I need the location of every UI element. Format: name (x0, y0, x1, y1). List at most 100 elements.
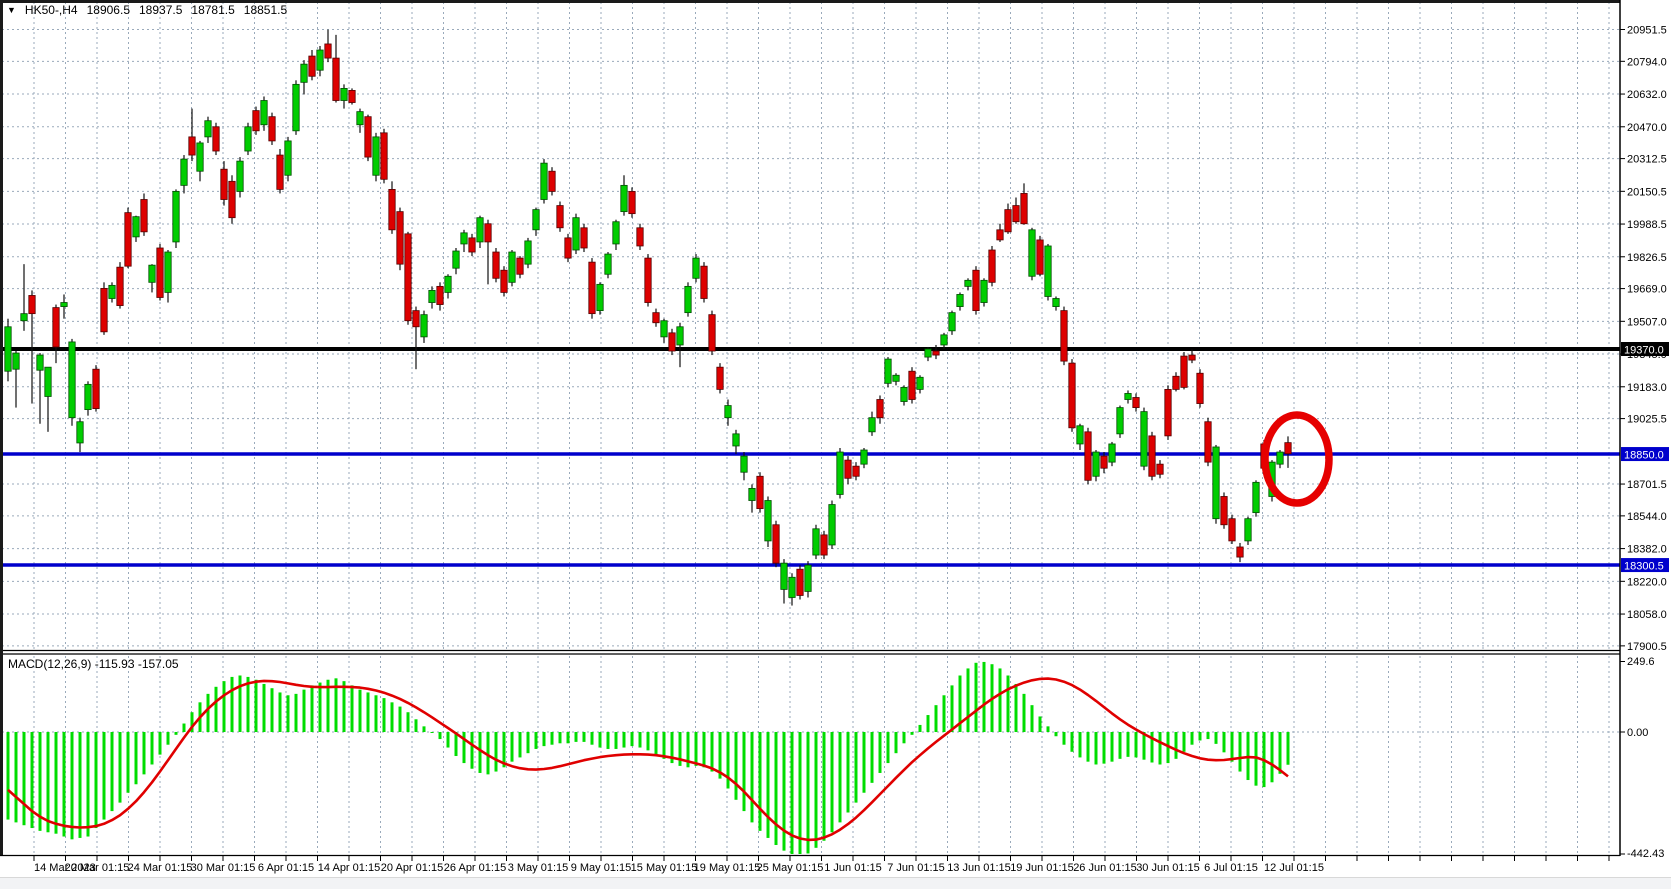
macd-histogram-bar (678, 732, 682, 766)
macd-histogram-bar (334, 678, 338, 732)
macd-histogram-bar (606, 732, 610, 749)
macd-histogram-bar (838, 732, 842, 823)
macd-histogram-bar (254, 679, 258, 732)
macd-histogram-bar (158, 732, 162, 755)
price-axis-label: 18220.0 (1627, 576, 1667, 588)
quote-open: 18906.5 (86, 3, 130, 17)
macd-histogram-bar (142, 732, 146, 775)
candle-body (316, 49, 324, 71)
macd-histogram-bar (374, 695, 378, 732)
macd-histogram-bar (1126, 732, 1130, 757)
macd-histogram-bar (742, 732, 746, 812)
macd-histogram-bar (734, 732, 738, 800)
candle-body (356, 111, 364, 126)
candle-body (620, 184, 628, 213)
candle-body (684, 285, 692, 314)
macd-histogram-bar (206, 693, 210, 732)
candle-body (1068, 362, 1076, 429)
macd-histogram-bar (670, 732, 674, 764)
candle-body (1252, 481, 1260, 514)
candle-body (124, 212, 132, 267)
candle-body (156, 247, 164, 298)
macd-axis-label: -442.43 (1627, 848, 1664, 860)
macd-histogram-bar (702, 732, 706, 768)
macd-histogram-bar (22, 732, 26, 826)
candle-body (844, 459, 852, 479)
macd-histogram-bar (1150, 732, 1154, 763)
x-axis-date-label: 15 May 01:15 (631, 862, 698, 874)
candle-body (1100, 455, 1108, 469)
macd-histogram-bar (870, 732, 874, 783)
macd-histogram-bar (478, 732, 482, 773)
macd-histogram-bar (782, 732, 786, 851)
macd-histogram-bar (470, 732, 474, 769)
macd-histogram-bar (14, 732, 18, 823)
candle-body (692, 257, 700, 279)
candle-body (1004, 209, 1012, 233)
candle-body (676, 326, 684, 346)
macd-histogram-bar (1278, 732, 1282, 774)
candle-body (1220, 496, 1228, 526)
candle-body (948, 312, 956, 332)
macd-histogram-bar (1230, 732, 1234, 762)
macd-histogram-bar (814, 732, 818, 848)
macd-histogram-bar (646, 732, 650, 751)
candle-body (4, 326, 12, 372)
macd-histogram-bar (438, 732, 442, 740)
candle-body (1284, 442, 1292, 455)
x-axis-date-label: 12 Jul 01:15 (1264, 862, 1324, 874)
price-axis-label: 19988.5 (1627, 219, 1667, 231)
macd-histogram-bar (118, 732, 122, 803)
candle-body (404, 233, 412, 322)
macd-histogram-bar (30, 732, 34, 829)
candle-body (796, 568, 804, 596)
macd-histogram-bar (942, 695, 946, 732)
macd-histogram-bar (302, 689, 306, 732)
x-axis-date-label: 24 Mar 01:15 (128, 862, 193, 874)
x-axis-date-label: 3 May 01:15 (508, 862, 569, 874)
macd-histogram-bar (6, 732, 10, 820)
price-axis-label: 19826.5 (1627, 252, 1667, 264)
candle-body (108, 284, 116, 299)
candle-body (68, 341, 76, 419)
candle-body (460, 232, 468, 245)
macd-histogram-bar (486, 732, 490, 775)
macd-histogram-bar (54, 732, 58, 834)
price-axis-label: 20470.0 (1627, 122, 1667, 134)
candle-body (836, 451, 844, 495)
candle-body (268, 116, 276, 142)
macd-histogram-bar (998, 668, 1002, 732)
annotation-circle[interactable] (1261, 411, 1333, 507)
macd-histogram-bar (462, 732, 466, 764)
price-axis-label: 19669.0 (1627, 284, 1667, 296)
macd-histogram-bar (62, 732, 66, 837)
symbol-marker-icon: ▼ (7, 4, 16, 15)
macd-histogram-bar (950, 685, 954, 732)
macd-histogram-bar (1054, 732, 1058, 737)
candle-body (1196, 372, 1204, 404)
macd-histogram-bar (934, 705, 938, 732)
candle-body (740, 455, 748, 473)
candle-body (1164, 389, 1172, 437)
macd-histogram-bar (1046, 726, 1050, 732)
macd-histogram-bar (806, 732, 810, 854)
macd-histogram-bar (534, 732, 538, 749)
macd-histogram-bar (246, 676, 250, 732)
price-axis-label: 17900.5 (1627, 641, 1667, 653)
candle-body (756, 475, 764, 509)
price-axis-label: 20794.0 (1627, 56, 1667, 68)
candle-body (820, 534, 828, 556)
candle-body (20, 313, 28, 322)
macd-histogram-bar (1038, 716, 1042, 732)
candle-body (1076, 425, 1084, 445)
candle-body (908, 370, 916, 400)
candle-body (1132, 397, 1140, 408)
macd-histogram-bar (878, 732, 882, 773)
candle-body (372, 136, 380, 176)
window-top-border (0, 0, 1620, 3)
candle-body (180, 158, 188, 186)
macd-histogram-bar (342, 681, 346, 732)
candle-body (1028, 229, 1036, 277)
macd-histogram-bar (1190, 732, 1194, 745)
